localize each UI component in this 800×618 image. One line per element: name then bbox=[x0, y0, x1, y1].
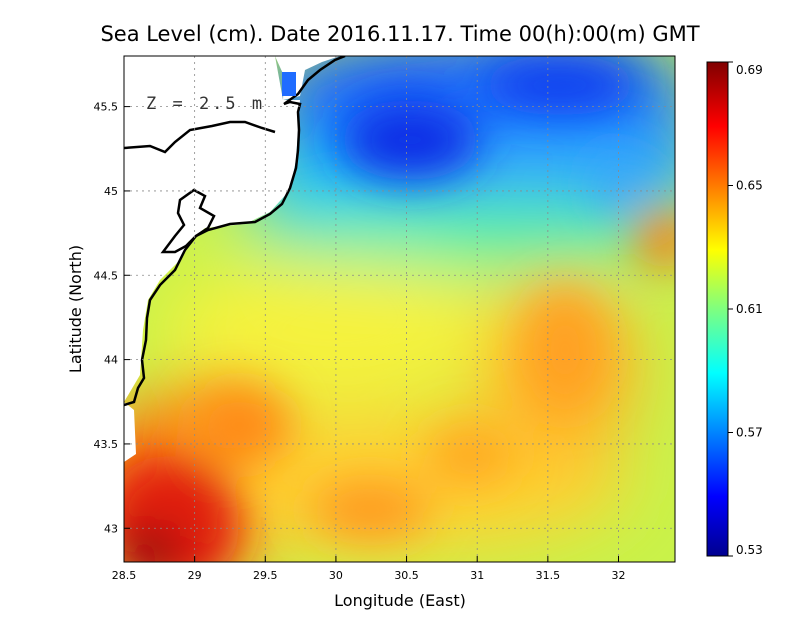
coastline-lagoon bbox=[124, 120, 276, 154]
x-tick-label: 30 bbox=[329, 569, 343, 582]
field-blob bbox=[240, 195, 675, 265]
y-tick-label: 44 bbox=[104, 354, 118, 367]
y-tick-label: 43 bbox=[104, 522, 118, 535]
field-blob bbox=[124, 532, 180, 562]
y-tick-label: 45.5 bbox=[94, 101, 119, 114]
field-blob bbox=[160, 260, 500, 400]
x-tick-label: 30.5 bbox=[394, 569, 419, 582]
x-tick-label: 29 bbox=[188, 569, 202, 582]
colorbar-tick-label: 0.57 bbox=[736, 426, 763, 440]
chart-title: Sea Level (cm). Date 2016.11.17. Time 00… bbox=[100, 22, 699, 46]
field-blobs-core bbox=[124, 56, 675, 562]
colorbar bbox=[706, 61, 729, 557]
y-axis-ticks: 43 43.5 44 44.5 45 45.5 bbox=[94, 101, 130, 535]
y-axis-label: Latitude (North) bbox=[66, 245, 85, 373]
x-axis-ticks: 28.5 29 29.5 30 30.5 31 31.5 32 bbox=[112, 556, 625, 582]
colorbar-tick-label: 0.65 bbox=[736, 179, 763, 193]
field-blob bbox=[425, 425, 515, 485]
y-tick-label: 44.5 bbox=[94, 269, 119, 282]
field-blob bbox=[595, 165, 645, 205]
y-tick-label: 43.5 bbox=[94, 438, 119, 451]
x-tick-label: 31.5 bbox=[536, 569, 561, 582]
colorbar-tick-label: 0.53 bbox=[736, 543, 763, 557]
y-tick-label: 45 bbox=[104, 185, 118, 198]
colorbar-ticks: 0.69 0.65 0.61 0.57 0.53 bbox=[728, 61, 763, 557]
field-blob bbox=[525, 290, 605, 410]
x-tick-label: 32 bbox=[611, 569, 625, 582]
field-blob bbox=[170, 410, 630, 550]
coastline bbox=[124, 56, 346, 407]
depth-annotation: Z = 2.5 m bbox=[146, 94, 265, 114]
coastline-delta bbox=[160, 188, 216, 254]
field-blob bbox=[480, 56, 640, 115]
danube-mouth-patch bbox=[282, 72, 296, 96]
field-blob bbox=[340, 100, 480, 180]
field-blob bbox=[310, 480, 430, 540]
sea-level-field bbox=[124, 56, 675, 562]
field-blob bbox=[190, 385, 290, 465]
land-mask bbox=[124, 56, 300, 462]
x-tick-label: 29.5 bbox=[253, 569, 278, 582]
x-tick-label: 31 bbox=[470, 569, 484, 582]
x-axis-label: Longitude (East) bbox=[334, 591, 466, 610]
grid-lines bbox=[124, 56, 675, 562]
colorbar-tick-label: 0.61 bbox=[736, 302, 763, 316]
plot-frame bbox=[123, 55, 676, 563]
colorbar-tick-label: 0.69 bbox=[736, 63, 763, 77]
field-blob bbox=[635, 210, 675, 270]
x-tick-label: 28.5 bbox=[112, 569, 137, 582]
